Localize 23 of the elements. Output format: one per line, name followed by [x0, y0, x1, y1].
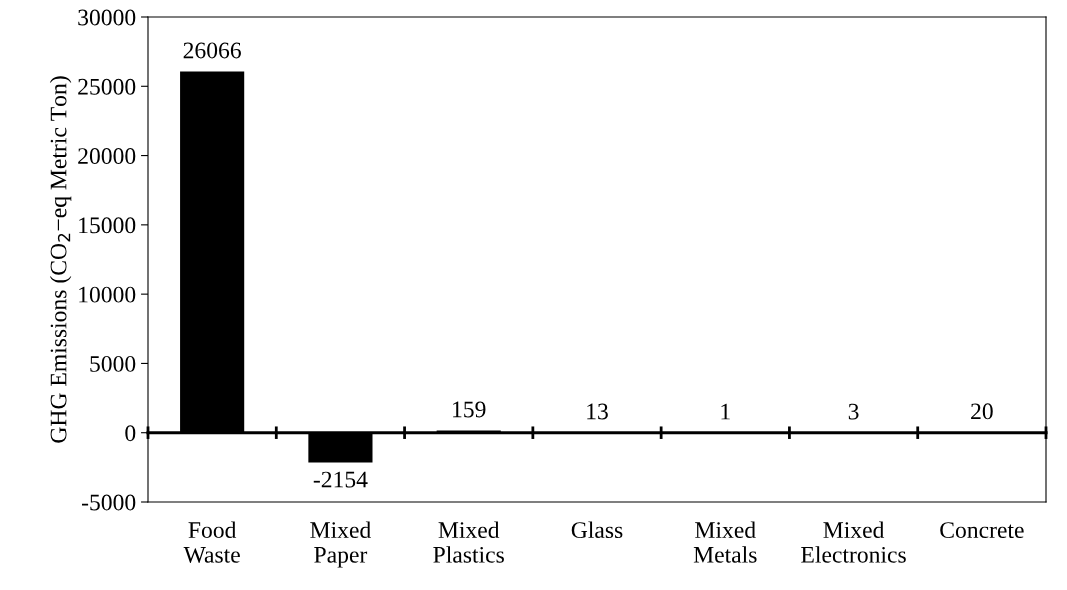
y-tick-label: 20000 — [78, 148, 136, 164]
data-label: 1 — [721, 403, 730, 420]
x-tick-label: Mixed Metals — [693, 521, 757, 563]
data-label: 13 — [587, 403, 608, 420]
x-tick-label: Mixed Plastics — [433, 521, 504, 563]
data-label: 20 — [971, 403, 993, 420]
data-label: 159 — [453, 401, 486, 418]
y-tick-label: 30000 — [78, 9, 136, 26]
x-tick-label: Food Waste — [183, 521, 240, 563]
y-tick-label: 15000 — [79, 217, 136, 234]
y-tick-label: 10000 — [79, 286, 136, 303]
x-tick-label: Glass — [571, 521, 623, 539]
data-label: 3 — [848, 403, 859, 420]
y-tick-label: 5000 — [90, 355, 136, 372]
y-tick-label: 0 — [125, 425, 136, 442]
y-axis-title: GHG Emissions (CO$_{2}$−eq Metric Ton) — [49, 76, 72, 443]
x-tick-label: Mixed Electronics — [801, 521, 906, 563]
x-tick-label: Mixed Paper — [310, 521, 371, 568]
y-tick-label: -5000 — [81, 494, 136, 511]
data-label: 26066 — [183, 42, 241, 59]
data-label: -2154 — [313, 471, 368, 488]
y-tick-label: 25000 — [78, 78, 136, 95]
x-tick-label: Concrete — [940, 522, 1024, 539]
